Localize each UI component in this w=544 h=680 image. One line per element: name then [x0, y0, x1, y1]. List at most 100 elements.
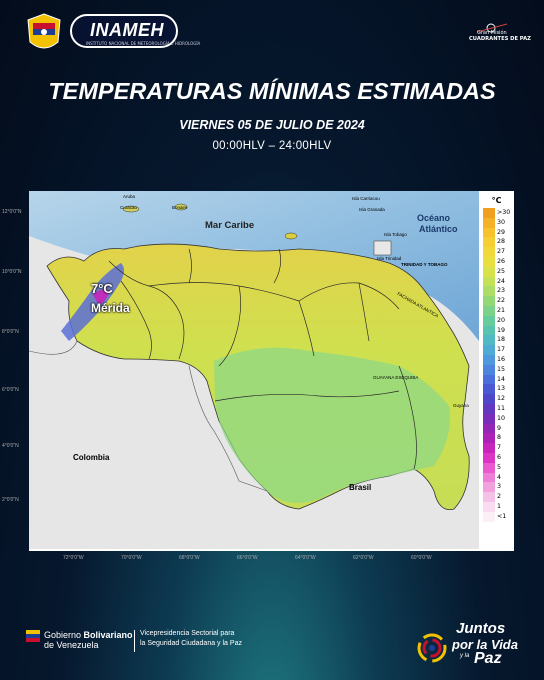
legend-label: 9: [497, 424, 502, 432]
legend-label: 8: [497, 434, 502, 442]
legend-swatch: [483, 364, 495, 375]
juntos-word: Juntos: [456, 620, 506, 637]
legend-swatch: [483, 511, 495, 522]
legend-swatch: [483, 325, 495, 336]
label-mar-caribe: Mar Caribe: [205, 220, 255, 231]
inameh-logo: INAMEH INSTITUTO NACIONAL DE METEOROLOGÍ…: [70, 14, 200, 48]
lon-tick: 66°0'0"W: [237, 555, 258, 561]
legend-entry: 6: [483, 453, 513, 463]
legend-label: 24: [497, 277, 506, 285]
label-aruba: Aruba: [123, 194, 136, 199]
guayana-highlands: [214, 347, 450, 503]
legend-label: 22: [497, 297, 506, 305]
legend-entry: 2: [483, 492, 513, 502]
margarita-island: [284, 232, 298, 240]
legend-entry: 16: [483, 355, 513, 365]
legend-label: 25: [497, 267, 506, 275]
legend-entry: 3: [483, 482, 513, 493]
legend-label: >30: [497, 209, 511, 216]
legend-swatch: [483, 374, 495, 385]
legend-entry: 26: [483, 257, 513, 267]
header-bar: INAMEH INSTITUTO NACIONAL DE METEOROLOGÍ…: [0, 0, 544, 70]
legend-entry: 24: [483, 276, 513, 287]
label-granada: Isla Granada: [359, 207, 385, 212]
legend-entry: 18: [483, 335, 513, 346]
legend-entry: 9: [483, 423, 513, 434]
legend-swatch: [483, 286, 495, 297]
merida-cold-spot: [93, 289, 109, 305]
legend-label: 17: [497, 346, 506, 354]
legend-swatch: [483, 384, 495, 395]
lon-tick: 68°0'0"W: [179, 555, 200, 561]
legend-swatch: [483, 315, 495, 326]
legend-label: 11: [497, 405, 506, 412]
legend-entry: 27: [483, 247, 513, 257]
legend-entry: 1: [483, 502, 513, 512]
venezuela-flag-icon: [26, 630, 40, 642]
legend-entry: 5: [483, 462, 513, 473]
mission-line2: CUADRANTES DE PAZ: [469, 36, 531, 42]
legend-label: 21: [497, 307, 506, 314]
legend-entry: 7: [483, 443, 513, 453]
legend-swatch: [483, 247, 495, 257]
legend-swatch: [483, 462, 495, 473]
legend-swatch: [483, 413, 495, 424]
legend-label: 19: [497, 326, 506, 334]
legend-entry: 13: [483, 384, 513, 395]
por-la-vida-word: por la Vida: [452, 637, 518, 652]
legend-swatch: [483, 394, 495, 404]
juntos-circle-icon: [417, 633, 447, 663]
curacao-island: [122, 205, 140, 213]
legend-label: 20: [497, 316, 506, 324]
inameh-name: INAMEH: [90, 20, 164, 40]
legend-entry: 21: [483, 306, 513, 316]
label-trinidad-tobago: TRINIDAD Y TOBAGO: [401, 262, 448, 267]
legend-label: 2: [497, 493, 502, 501]
legend-label: 10: [497, 414, 506, 422]
cuadrantes-de-paz-logo: Gran Misión CUADRANTES DE PAZ: [463, 20, 531, 46]
legend-swatch: [483, 237, 495, 248]
label-carriacou: Isla Carriacou: [352, 196, 380, 201]
legend-label: 27: [497, 248, 506, 256]
legend-label: 1: [497, 503, 502, 510]
merida-label: Mérida: [91, 301, 130, 315]
lon-tick: 64°0'0"W: [295, 555, 316, 561]
lon-tick: 72°0'0"W: [63, 555, 84, 561]
legend-label: 23: [497, 287, 506, 295]
gobierno-word: Gobierno: [44, 630, 84, 640]
legend-label: 12: [497, 395, 506, 403]
page-title: TEMPERATURAS MÍNIMAS ESTIMADAS: [48, 78, 496, 104]
lat-tick: 8°0'0"N: [2, 329, 19, 335]
mission-star-icon: [476, 23, 508, 33]
legend-label: 13: [497, 385, 506, 393]
caribbean-sea: [29, 191, 479, 341]
label-tobago: Isla Tobago: [384, 232, 407, 237]
legend-entry: 17: [483, 345, 513, 355]
lon-tick: 62°0'0"W: [353, 555, 374, 561]
brasil-border: [188, 365, 268, 492]
legend-swatch: [483, 227, 495, 238]
legend-entry: <1: [483, 511, 513, 522]
legend-unit: °C: [491, 196, 502, 205]
legend-swatch: [483, 472, 495, 483]
lat-tick: 2°0'0"N: [2, 497, 19, 503]
merida-temperature: 7°C: [91, 281, 113, 296]
legend-swatch: [483, 217, 495, 228]
legend-label: <1: [497, 512, 507, 520]
juntos-por-la-vida-logo: Juntos por la Vida y la Paz: [414, 616, 524, 676]
legend-entry: 20: [483, 315, 513, 326]
vicepresidencia-line2: la Seguridad Ciudadana y la Paz: [140, 640, 242, 647]
lat-tick: 10°0'0"N: [2, 269, 22, 275]
legend-label: 6: [497, 454, 502, 461]
legend-label: 18: [497, 336, 506, 344]
legend-swatch: [483, 355, 495, 365]
legend-swatch: [483, 482, 495, 493]
legend-swatch: [483, 345, 495, 355]
state-borders: [108, 248, 417, 470]
legend-label: 4: [497, 473, 502, 481]
legend-swatch: [483, 257, 495, 267]
temperature-map: 12°0'0"N 10°0'0"N 8°0'0"N 6°0'0"N 4°0'0"…: [2, 191, 514, 561]
legend-entry: >30: [483, 208, 513, 218]
legend-label: 26: [497, 258, 506, 265]
legend-swatch: [483, 443, 495, 453]
